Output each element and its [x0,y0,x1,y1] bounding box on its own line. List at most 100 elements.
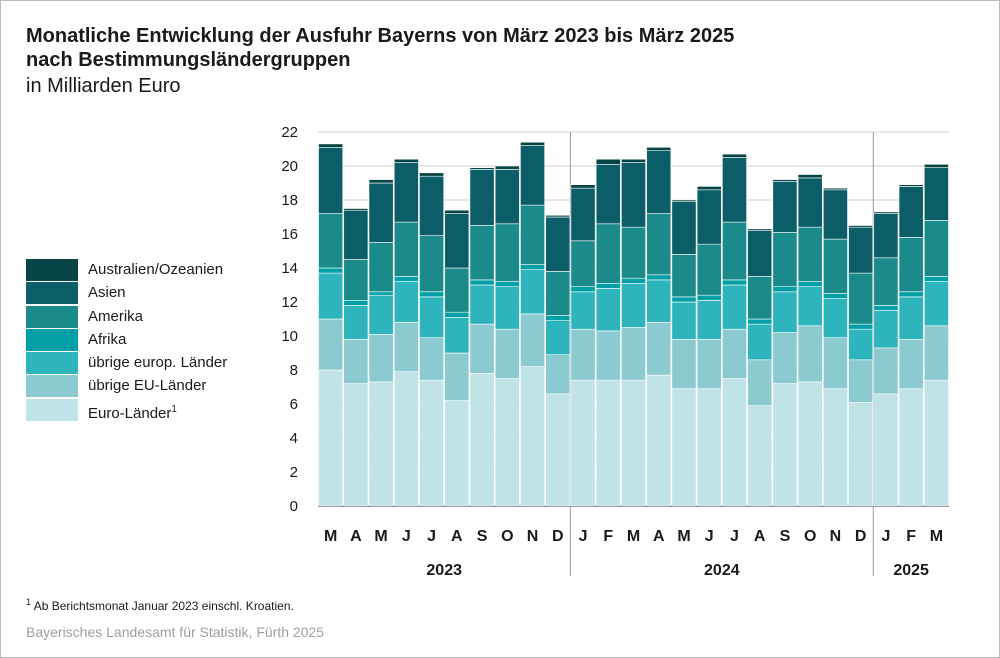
undefined [545,216,571,272]
undefined [343,208,369,211]
undefined [469,279,495,286]
undefined [671,301,697,340]
undefined [444,400,470,507]
x-tick-label: S [780,528,791,545]
undefined [570,286,596,293]
undefined [570,328,596,381]
undefined [419,296,444,338]
undefined [797,281,823,288]
undefined [318,267,344,274]
undefined [671,296,697,303]
undefined [722,157,747,223]
undefined [696,339,722,389]
legend-series-name: übrige EU-Länder [88,377,207,395]
undefined [797,286,823,327]
undefined [848,272,874,325]
undefined [444,209,470,214]
x-tick-label: D [552,528,564,545]
undefined [822,238,848,294]
x-tick-label: M [627,528,640,545]
undefined [848,401,874,507]
undefined [797,174,823,179]
undefined [318,272,344,320]
undefined [469,373,495,507]
undefined [343,305,369,340]
undefined [772,383,798,507]
legend-swatch [26,328,78,351]
undefined [671,199,697,203]
legend-series-name: Euro-Länder [88,404,172,422]
undefined [696,243,722,296]
undefined [923,164,949,169]
undefined [393,322,419,372]
legend-label: Afrika [88,331,126,349]
x-tick-label: M [324,528,337,545]
undefined [822,189,848,240]
x-tick-label: J [881,528,890,545]
undefined [520,366,545,507]
undefined [318,147,344,214]
undefined [923,281,949,327]
undefined [494,328,520,379]
undefined [747,323,773,361]
undefined [318,213,344,269]
undefined [595,379,621,507]
undefined [772,232,798,288]
undefined [621,379,646,507]
undefined [848,323,874,330]
undefined [419,337,444,381]
x-tick-label: A [754,528,766,545]
undefined [722,378,747,507]
undefined [419,291,444,298]
undefined [822,298,848,339]
undefined [545,271,571,316]
undefined [494,169,520,225]
undefined [722,284,747,330]
undefined [722,328,747,379]
undefined [520,204,545,265]
undefined [898,237,924,293]
x-tick-label: N [830,528,842,545]
undefined [722,279,747,286]
undefined [797,226,823,282]
x-tick-label: A [350,528,362,545]
undefined [671,254,697,298]
undefined [797,325,823,383]
undefined [469,284,495,325]
undefined [469,167,495,170]
undefined [898,388,924,507]
undefined [747,359,773,406]
undefined [772,332,798,384]
undefined [570,187,596,242]
legend-series-name: Afrika [88,330,127,348]
undefined [494,223,520,282]
undefined [772,179,798,182]
undefined [923,167,949,221]
undefined [444,316,470,354]
undefined [368,179,394,184]
undefined [570,379,596,507]
undefined [873,347,899,395]
x-tick-label: A [451,528,463,545]
x-tick-label: J [427,528,436,545]
x-tick-label: O [501,528,513,545]
undefined [520,145,545,206]
undefined [343,383,369,507]
legend-label: Amerika [88,308,143,326]
x-tick-label: A [653,528,665,545]
undefined [419,172,444,177]
undefined [393,281,419,323]
chart-title-line2: nach Bestimmungsländergruppen [26,49,351,71]
undefined [595,223,621,284]
x-tick-label: F [603,528,613,545]
undefined [621,158,646,163]
x-tick-label: O [804,528,816,545]
undefined [671,388,697,507]
undefined [494,286,520,330]
undefined [898,291,924,298]
undefined [393,371,419,507]
undefined [545,215,571,218]
y-tick-label: 12 [281,294,298,311]
undefined [898,184,924,187]
